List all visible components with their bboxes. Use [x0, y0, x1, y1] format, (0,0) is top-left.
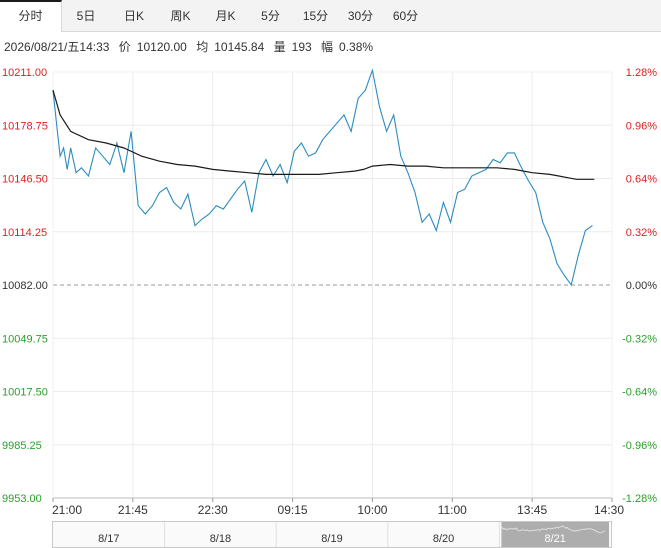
- tab-6[interactable]: 15分: [302, 9, 329, 23]
- plot-frame: [52, 71, 613, 499]
- tab-2[interactable]: 日K: [123, 9, 144, 23]
- price-axis: 10211.00 10178.75 10146.50 10114.25 10082.00…: [2, 67, 48, 505]
- y-tick-label: 9985.25: [2, 440, 42, 452]
- x-tick-label: 09:15: [278, 503, 308, 517]
- navigator-overview-line: [500, 525, 606, 534]
- tab-3[interactable]: 周K: [170, 9, 191, 23]
- navigator-date: 8/21: [544, 533, 565, 545]
- volume-label: 量: [273, 40, 286, 54]
- period-tabs: 分时 5日 日K 周K 月K 5分 15分 30分 60分: [0, 0, 661, 32]
- y-tick-label: 10146.50: [2, 174, 48, 186]
- x-tick-label: 11:00: [438, 503, 467, 517]
- change-label: 幅: [321, 40, 334, 54]
- avg-label: 均: [196, 40, 209, 54]
- chart-series: [52, 68, 595, 287]
- price-value: 10120.00: [136, 40, 187, 54]
- navigator-selection: [501, 522, 609, 547]
- x-tick-label: 10:00: [357, 503, 387, 517]
- y-tick-label: 10178.75: [2, 120, 48, 132]
- x-tick-label: 13:45: [517, 503, 547, 517]
- navigator-overview: 8/17 8/18 8/19 8/20 8/21: [98, 522, 609, 547]
- pct-tick-label: 0.64%: [626, 174, 657, 186]
- tab-0[interactable]: 分时: [0, 0, 62, 32]
- navigator-date: 8/19: [321, 533, 342, 545]
- tab-1[interactable]: 5日: [76, 9, 96, 23]
- quote-datetime: 2026/08/21/五14:33: [4, 40, 110, 54]
- tab-5[interactable]: 5分: [261, 9, 280, 23]
- x-tick-label: 21:45: [118, 503, 148, 517]
- pct-tick-label: 0.96%: [626, 120, 657, 132]
- x-tick-label: 22:30: [198, 503, 228, 517]
- y-tick-label: 10082.00: [2, 280, 48, 292]
- y-tick-label: 9953.00: [2, 493, 42, 505]
- tab-7[interactable]: 30分: [347, 9, 374, 23]
- pct-tick-label: 0.32%: [626, 227, 657, 239]
- x-tick-label: 21:00: [52, 503, 82, 517]
- pct-tick-label: -0.64%: [622, 387, 657, 399]
- avg-value: 10145.84: [214, 40, 265, 54]
- avg-line: [52, 90, 595, 180]
- navigator-date: 8/18: [210, 533, 231, 545]
- y-tick-label: 10017.50: [2, 387, 48, 399]
- pct-tick-label: -0.32%: [622, 333, 657, 345]
- pct-tick-label: -1.28%: [622, 493, 657, 505]
- y-tick-label: 10049.75: [2, 333, 48, 345]
- chart-grid: [52, 71, 613, 499]
- percent-axis: 1.28% 0.96% 0.64% 0.32% 0.00% -0.32% -0.64% -0.…: [622, 67, 657, 505]
- pct-tick-label: 0.00%: [626, 280, 657, 292]
- price-label: 价: [118, 40, 131, 54]
- intraday-chart[interactable]: 10211.00 10178.75 10146.50 10114.25 10082.00…: [0, 60, 661, 521]
- y-tick-label: 10114.25: [2, 227, 47, 239]
- y-tick-label: 10211.00: [2, 67, 47, 79]
- pct-tick-label: -0.96%: [622, 440, 657, 452]
- x-tick-label: 14:30: [594, 503, 624, 517]
- price-line: [52, 68, 593, 287]
- volume-value: 193: [291, 40, 312, 54]
- tab-4[interactable]: 月K: [215, 9, 236, 23]
- range-navigator[interactable]: 8/17 8/18 8/19 8/20 8/21: [52, 521, 612, 548]
- pct-tick-label: 1.28%: [626, 67, 657, 79]
- time-axis: 21:00 21:45 22:30 09:15 10:00 11:00 13:45 14:30: [52, 497, 624, 517]
- tab-8[interactable]: 60分: [392, 9, 419, 23]
- navigator-date: 8/20: [433, 533, 454, 545]
- change-value: 0.38%: [339, 40, 374, 54]
- navigator-date: 8/17: [98, 533, 119, 545]
